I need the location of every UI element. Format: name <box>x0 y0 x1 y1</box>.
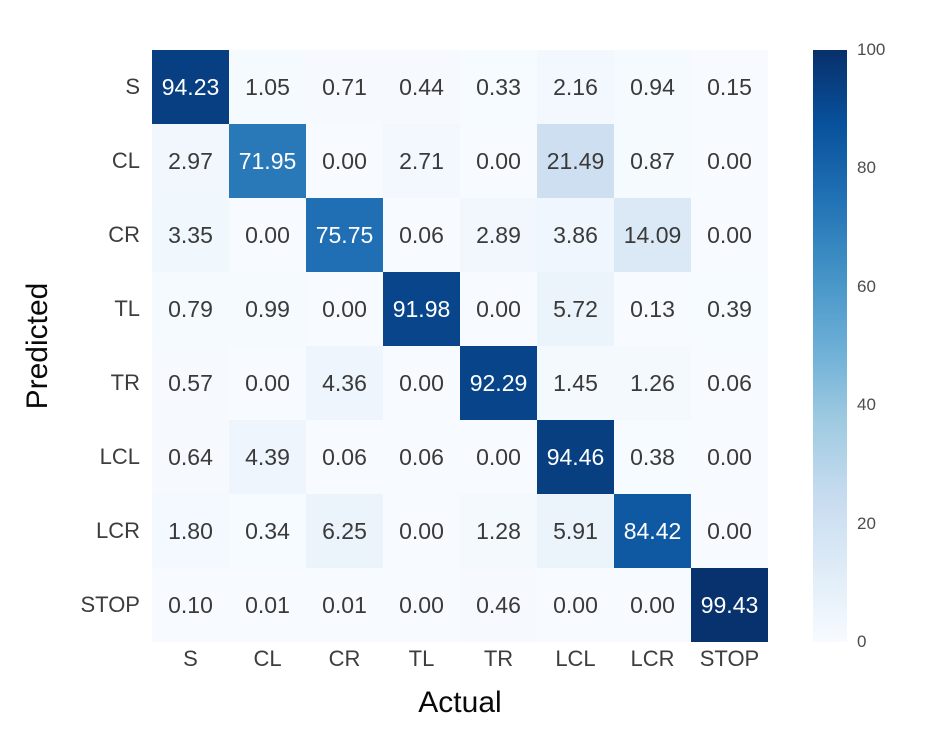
heatmap-cell-LCL-CR: 0.06 <box>306 420 383 494</box>
heatmap-cell-S-TL: 0.44 <box>383 50 460 124</box>
heatmap-cell-TL-TL: 91.98 <box>383 272 460 346</box>
colorbar-gradient <box>813 50 847 642</box>
heatmap-cell-TR-STOP: 0.06 <box>691 346 768 420</box>
heatmap-cell-STOP-CL: 0.01 <box>229 568 306 642</box>
heatmap-cell-LCR-CR: 6.25 <box>306 494 383 568</box>
heatmap-cell-CL-CR: 0.00 <box>306 124 383 198</box>
heatmap-cell-LCR-S: 1.80 <box>152 494 229 568</box>
y-tick-label-CL: CL <box>111 148 140 173</box>
heatmap-cell-CR-S: 3.35 <box>152 198 229 272</box>
heatmap-cell-CR-TR: 2.89 <box>460 198 537 272</box>
heatmap-cell-CL-LCL: 21.49 <box>537 124 614 198</box>
heatmap-cell-TL-CL: 0.99 <box>229 272 306 346</box>
heatmap-cell-S-LCR: 0.94 <box>614 50 691 124</box>
heatmap-cell-CR-LCR: 14.09 <box>614 198 691 272</box>
heatmap-cell-S-S: 94.23 <box>152 50 229 124</box>
heatmap-cell-CR-TL: 0.06 <box>383 198 460 272</box>
y-tick-label-LCR: LCR <box>95 518 140 543</box>
heatmap-cell-LCL-TR: 0.00 <box>460 420 537 494</box>
heatmap-grid: 94.23 1.05 0.71 0.44 0.33 2.16 0.94 0.15 2.97 71.… <box>152 50 768 642</box>
heatmap-cell-LCL-LCR: 0.38 <box>614 420 691 494</box>
colorbar-tick-label-0: 0 <box>857 632 867 651</box>
heatmap-cell-CL-LCR: 0.87 <box>614 124 691 198</box>
colorbar-tick-label-100: 100 <box>857 40 886 59</box>
heatmap-cell-LCR-CL: 0.34 <box>229 494 306 568</box>
heatmap-cell-CR-CR: 75.75 <box>306 198 383 272</box>
heatmap-cell-S-STOP: 0.15 <box>691 50 768 124</box>
heatmap-cell-TR-LCL: 1.45 <box>537 346 614 420</box>
heatmap-cell-TL-S: 0.79 <box>152 272 229 346</box>
heatmap-cell-TL-CR: 0.00 <box>306 272 383 346</box>
heatmap-cell-S-CL: 1.05 <box>229 50 306 124</box>
heatmap-cell-STOP-LCR: 0.00 <box>614 568 691 642</box>
heatmap-cell-TR-CL: 0.00 <box>229 346 306 420</box>
x-tick-label-LCR: LCR <box>630 646 675 671</box>
colorbar-tick-label-40: 40 <box>857 395 876 415</box>
heatmap-cell-STOP-S: 0.10 <box>152 568 229 642</box>
heatmap-cell-S-TR: 0.33 <box>460 50 537 124</box>
heatmap-cell-TR-TL: 0.00 <box>383 346 460 420</box>
heatmap-cell-LCL-TL: 0.06 <box>383 420 460 494</box>
heatmap-cell-STOP-TL: 0.00 <box>383 568 460 642</box>
heatmap-cell-TL-TR: 0.00 <box>460 272 537 346</box>
x-tick-label-TL: TL <box>408 646 435 671</box>
x-axis-label: Actual <box>418 686 502 719</box>
x-tick-label-CL: CL <box>253 646 282 671</box>
heatmap-cell-CR-STOP: 0.00 <box>691 198 768 272</box>
heatmap-cell-CL-CL: 71.95 <box>229 124 306 198</box>
x-tick-label-TR: TR <box>483 646 514 671</box>
heatmap-cell-CL-S: 2.97 <box>152 124 229 198</box>
heatmap-cell-TR-S: 0.57 <box>152 346 229 420</box>
heatmap-cell-LCR-TR: 1.28 <box>460 494 537 568</box>
heatmap-cell-STOP-LCL: 0.00 <box>537 568 614 642</box>
y-tick-label-TR: TR <box>110 370 140 395</box>
heatmap-cell-TR-LCR: 1.26 <box>614 346 691 420</box>
heatmap-cell-CR-LCL: 3.86 <box>537 198 614 272</box>
heatmap-cell-LCL-S: 0.64 <box>152 420 229 494</box>
colorbar-tick-label-60: 60 <box>857 276 876 296</box>
heatmap-cell-STOP-TR: 0.46 <box>460 568 537 642</box>
heatmap-cell-STOP-STOP: 99.43 <box>691 568 768 642</box>
heatmap-cell-LCR-TL: 0.00 <box>383 494 460 568</box>
heatmap-cell-CL-STOP: 0.00 <box>691 124 768 198</box>
heatmap-cell-CL-TL: 2.71 <box>383 124 460 198</box>
heatmap-cell-LCL-STOP: 0.00 <box>691 420 768 494</box>
heatmap-cell-TL-LCR: 0.13 <box>614 272 691 346</box>
heatmap-cell-STOP-CR: 0.01 <box>306 568 383 642</box>
heatmap-cell-LCR-STOP: 0.00 <box>691 494 768 568</box>
heatmap-cell-LCL-CL: 4.39 <box>229 420 306 494</box>
heatmap-cell-LCR-LCL: 5.91 <box>537 494 614 568</box>
y-tick-label-TL: TL <box>114 296 140 321</box>
heatmap-cell-TR-TR: 92.29 <box>460 346 537 420</box>
heatmap-cell-TR-CR: 4.36 <box>306 346 383 420</box>
y-tick-label-CR: CR <box>108 222 140 247</box>
x-tick-label-LCL: LCL <box>555 646 596 671</box>
x-tick-label-STOP: STOP <box>699 646 760 671</box>
y-tick-label-LCL: LCL <box>99 444 140 469</box>
x-tick-label-CR: CR <box>328 646 361 671</box>
heatmap-cell-S-LCL: 2.16 <box>537 50 614 124</box>
x-tick-label-S: S <box>183 646 198 671</box>
colorbar-tick-label-20: 20 <box>857 513 876 533</box>
heatmap-cell-TL-STOP: 0.39 <box>691 272 768 346</box>
colorbar-tick-label-80: 80 <box>857 158 876 178</box>
heatmap-cell-S-CR: 0.71 <box>306 50 383 124</box>
heatmap-cell-CR-CL: 0.00 <box>229 198 306 272</box>
y-tick-label-S: S <box>125 74 140 99</box>
heatmap-cell-TL-LCL: 5.72 <box>537 272 614 346</box>
heatmap-cell-LCR-LCR: 84.42 <box>614 494 691 568</box>
heatmap-cell-LCL-LCL: 94.46 <box>537 420 614 494</box>
heatmap-cell-CL-TR: 0.00 <box>460 124 537 198</box>
y-tick-label-STOP: STOP <box>80 592 140 617</box>
